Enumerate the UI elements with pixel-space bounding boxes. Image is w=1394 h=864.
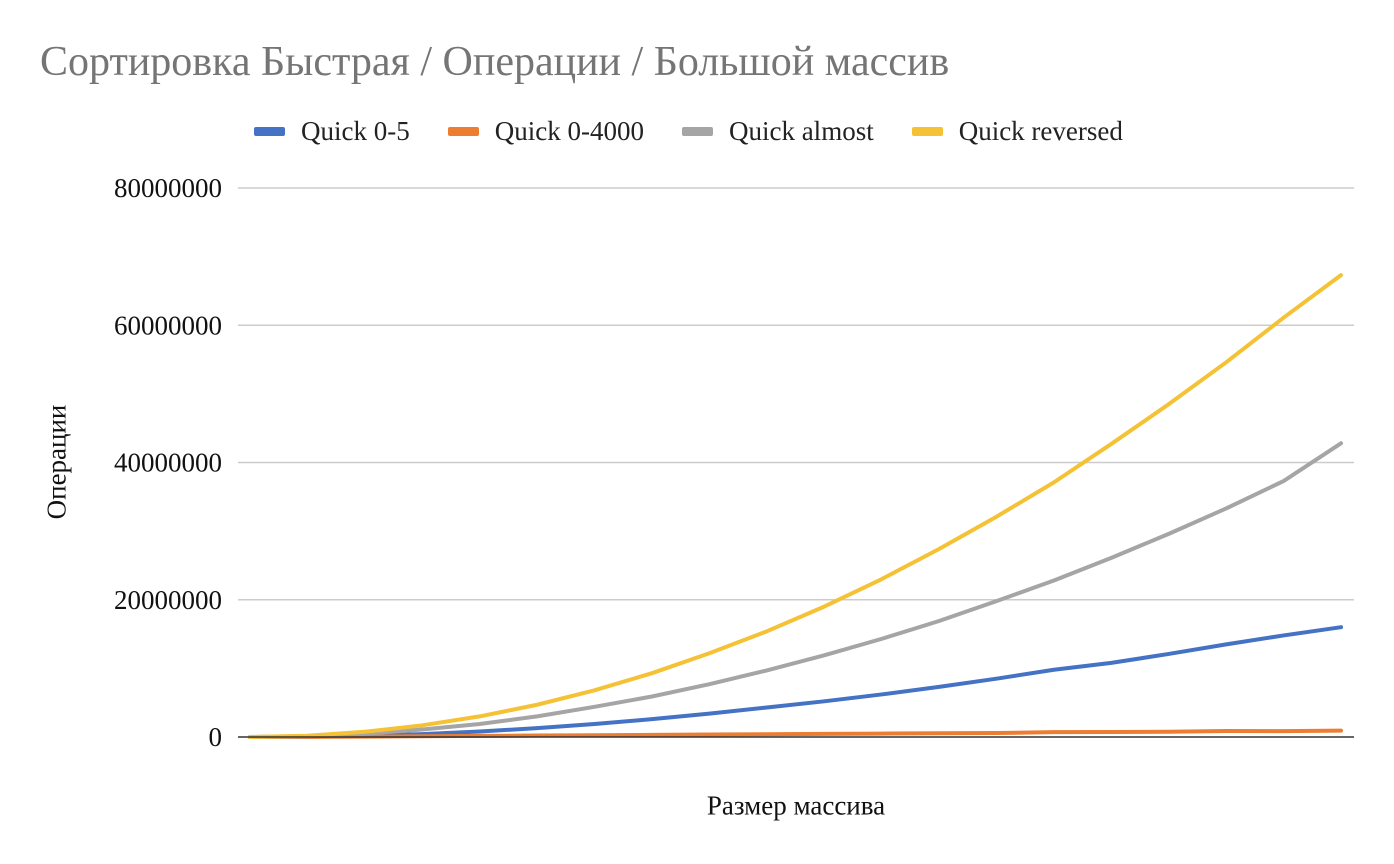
x-axis-title: Размер массива <box>706 790 886 821</box>
y-tick-labels: 0 20000000 40000000 60000000 80000000 <box>114 173 222 752</box>
legend-label-quick-almost: Quick almost <box>728 115 874 146</box>
y-tick-label: 0 <box>209 722 223 752</box>
legend-swatch-quick-almost <box>681 126 713 136</box>
series-line-quick-almost[interactable] <box>248 441 1343 739</box>
legend-item-quick-reversed[interactable]: Quick reversed <box>911 115 1123 147</box>
y-tick-label: 80000000 <box>114 173 222 203</box>
legend-swatch-quick-0-4000 <box>447 126 479 136</box>
series-line-quick-reversed[interactable] <box>248 273 1343 739</box>
y-tick-label: 40000000 <box>114 448 222 478</box>
legend-item-quick-almost[interactable]: Quick almost <box>681 115 874 147</box>
legend-label-quick-reversed: Quick reversed <box>958 115 1123 146</box>
series-line-quick-0-5[interactable] <box>248 625 1343 739</box>
legend: Quick 0-5 Quick 0-4000 Quick almost Quic… <box>254 113 1123 149</box>
series-lines <box>248 273 1343 739</box>
series-line-quick-0-4000[interactable] <box>248 728 1343 739</box>
legend-label-quick-0-5: Quick 0-5 <box>301 115 410 146</box>
legend-swatch-quick-0-5 <box>254 126 285 136</box>
legend-label-quick-0-4000: Quick 0-4000 <box>494 115 644 146</box>
y-tick-label: 20000000 <box>114 585 222 615</box>
chart-title: Сортировка Быстрая / Операции / Большой … <box>40 39 950 85</box>
legend-item-quick-0-4000[interactable]: Quick 0-4000 <box>447 115 644 147</box>
legend-item-quick-0-5[interactable]: Quick 0-5 <box>254 116 410 147</box>
legend-swatch-quick-reversed <box>911 126 943 136</box>
grid-lines <box>238 187 1354 601</box>
y-tick-label: 60000000 <box>114 310 222 340</box>
